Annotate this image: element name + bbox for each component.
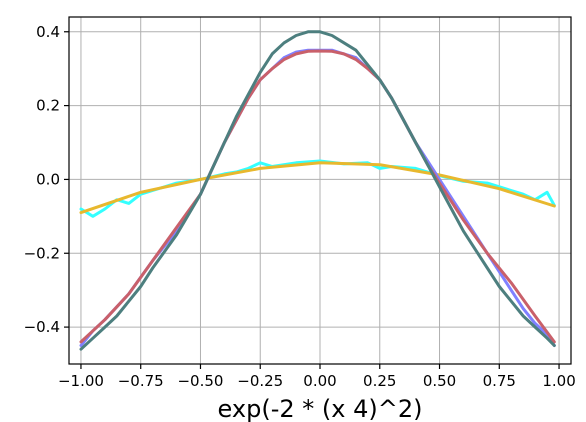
x-tick-label: −1.00 [58,372,104,390]
x-tick-label: −0.50 [177,372,223,390]
series-line-1 [79,159,556,218]
axis-ticks: −1.00 −0.75 −0.50 −0.25 0.00 0.25 0.50 0.75 1.00… [24,23,576,390]
x-tick-label: −0.25 [237,372,283,390]
x-tick-label: 0.50 [423,372,456,390]
x-tick-label: −0.75 [118,372,164,390]
series-lines [79,30,556,351]
x-tick-label: 0.75 [483,372,516,390]
x-tick-label: 0.00 [303,372,336,390]
x-tick-label: 0.25 [363,372,396,390]
y-tick-label: 0.0 [36,170,60,188]
y-tick-label: 0.2 [36,97,60,115]
y-tick-label: −0.2 [24,244,60,262]
series-line-2 [79,161,556,215]
x-tick-label: 1.00 [542,372,575,390]
y-tick-label: 0.4 [36,23,60,41]
series-line-4 [79,49,556,344]
y-tick-label: −0.4 [24,318,60,336]
series-line-5 [79,30,556,351]
series-line-3 [79,48,556,347]
x-axis-label: exp(-2 * (x 4)^2) [218,395,423,422]
